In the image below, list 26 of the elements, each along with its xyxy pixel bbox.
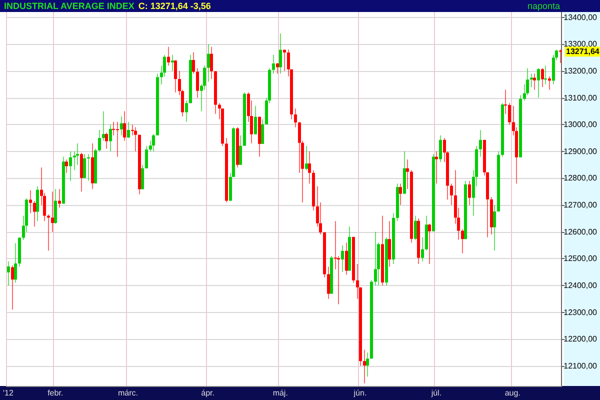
chart-title: INDUSTRIAL AVERAGE INDEX <box>4 1 134 11</box>
y-tick-label: 12600,00 <box>564 227 598 236</box>
text: 13271,64 <box>566 47 600 56</box>
x-tick-label: máj. <box>272 388 288 398</box>
x-tick-label: ápr. <box>201 388 214 398</box>
y-tick-label: 13100,00 <box>564 93 598 102</box>
text: naponta <box>527 0 560 12</box>
y-tick-label: 12400,00 <box>564 280 598 290</box>
y-tick-label: 12300,00 <box>564 308 598 317</box>
x-tick-label: júl. <box>430 388 442 398</box>
y-tick-label: 12500,00 <box>564 254 598 264</box>
chart-subtitle: C: 13271,64 -3,56 <box>138 1 211 11</box>
y-tick-label: 13200,00 <box>564 66 598 76</box>
y-tick-label: 13300,00 <box>564 40 598 49</box>
y-tick-label: 12100,00 <box>564 361 598 370</box>
y-tick-label: 13400,00 <box>564 12 598 22</box>
y-tick-label: 12700,00 <box>564 200 598 210</box>
x-tick-label: febr. <box>48 388 64 398</box>
y-tick-label: 12900,00 <box>564 146 598 156</box>
x-tick-label: jún. <box>352 388 367 398</box>
y-tick-label: 13000,00 <box>564 120 598 130</box>
x-tick-label: márc. <box>118 388 138 398</box>
y-tick-label: 12800,00 <box>564 174 598 183</box>
x-tick-label: aug. <box>504 388 520 398</box>
x-tick-label: '12 <box>2 388 14 398</box>
y-tick-label: 12200,00 <box>564 334 598 344</box>
